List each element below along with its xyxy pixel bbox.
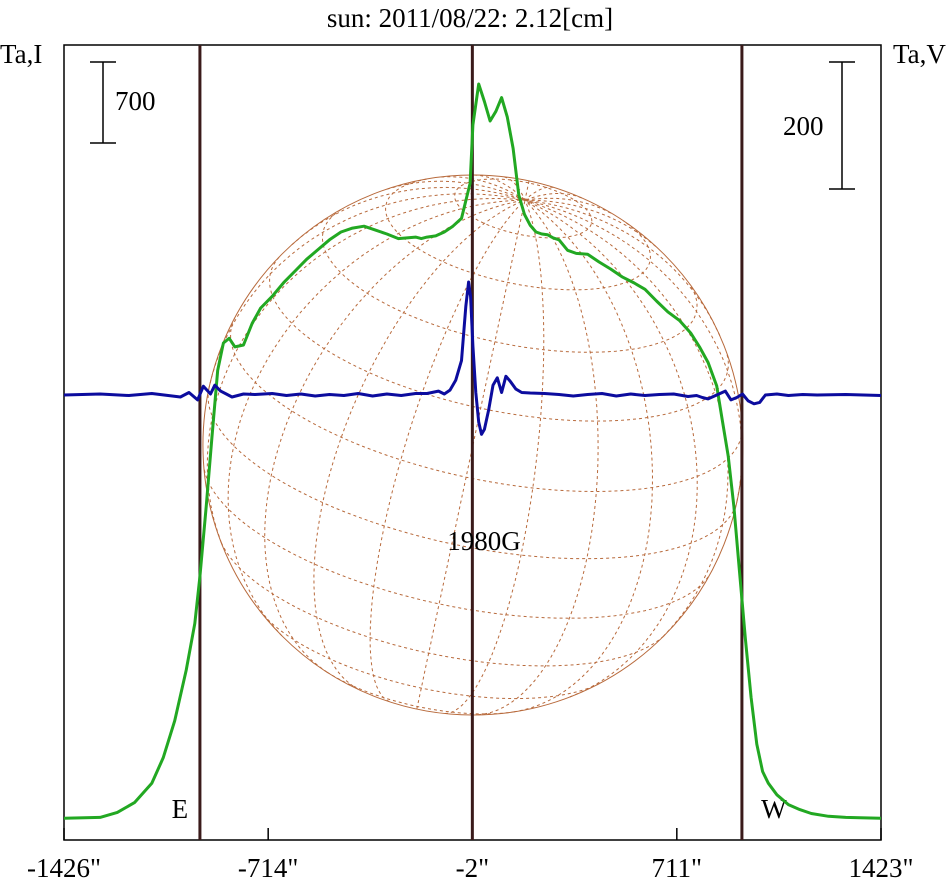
longitude-line bbox=[386, 180, 526, 201]
ylabel-left: Ta,I bbox=[0, 39, 42, 69]
active-region-label: 1980G bbox=[447, 526, 521, 556]
longitude-line bbox=[524, 197, 612, 214]
longitude-line bbox=[227, 199, 526, 637]
longitude-line bbox=[441, 176, 526, 201]
chart-title: sun: 2011/08/22: 2.12[cm] bbox=[327, 3, 613, 33]
x-tick-label: -714" bbox=[238, 853, 299, 883]
longitude-line bbox=[291, 186, 526, 246]
longitude-line bbox=[416, 199, 526, 710]
longitude-line bbox=[504, 176, 526, 201]
longitude-line bbox=[524, 180, 530, 201]
latitude-line bbox=[259, 609, 601, 700]
limb-marker-label: E bbox=[172, 794, 189, 824]
scale-left-label: 700 bbox=[115, 86, 156, 116]
scale-bar-right: 200 bbox=[783, 61, 855, 190]
x-tick-label: 1423" bbox=[848, 853, 913, 883]
longitude-line bbox=[524, 199, 729, 637]
longitude-line bbox=[264, 199, 526, 673]
longitude-line bbox=[524, 199, 657, 247]
longitude-line bbox=[206, 197, 526, 543]
latitude-line bbox=[385, 178, 651, 291]
scale-bar-left: 700 bbox=[90, 61, 156, 144]
longitude-line bbox=[208, 193, 526, 390]
x-axis-ticks: -1426" -714" -2" 711" 1423" bbox=[27, 828, 914, 883]
x-tick-label: -1426" bbox=[27, 853, 101, 883]
ylabel-right: Ta,V bbox=[893, 39, 946, 69]
scale-right-label: 200 bbox=[783, 111, 824, 141]
longitude-line bbox=[524, 199, 698, 698]
longitude-line bbox=[524, 199, 743, 502]
intensity-series-line bbox=[63, 82, 882, 820]
polarization-series-line bbox=[63, 280, 882, 436]
longitude-line bbox=[513, 199, 654, 713]
latitude-line bbox=[322, 209, 698, 353]
latitude-line bbox=[220, 542, 664, 667]
longitude-line bbox=[524, 192, 582, 201]
longitude-line bbox=[313, 199, 526, 690]
longitude-line bbox=[474, 174, 526, 201]
longitude-line bbox=[524, 186, 554, 201]
series bbox=[63, 82, 882, 820]
longitude-line bbox=[369, 199, 526, 703]
x-tick-label: 711" bbox=[652, 853, 703, 883]
longitude-line bbox=[524, 199, 721, 336]
x-tick-label: -2" bbox=[456, 853, 490, 883]
longitude-line bbox=[444, 199, 545, 714]
